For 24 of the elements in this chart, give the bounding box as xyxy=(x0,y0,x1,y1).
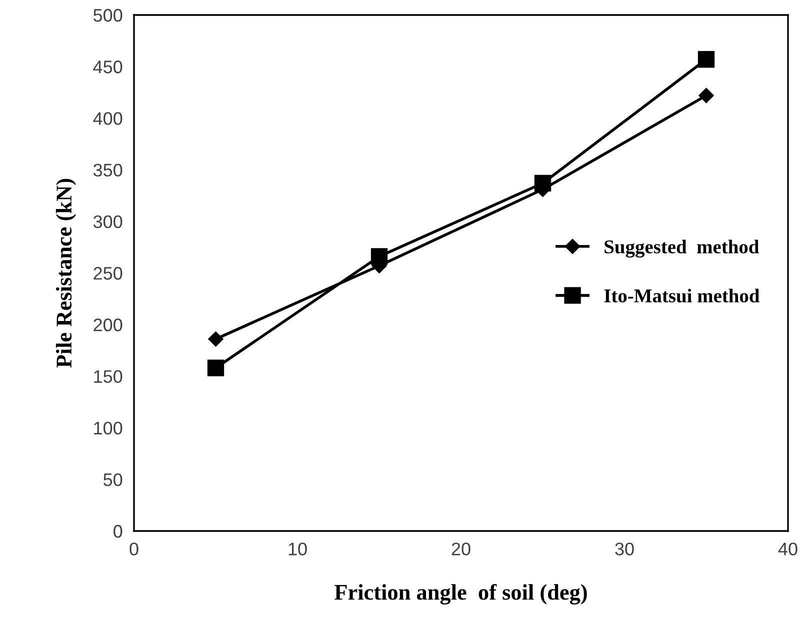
x-tick-label: 30 xyxy=(615,542,634,556)
point xyxy=(698,51,715,68)
x-tick-label: 20 xyxy=(452,542,470,556)
x-tick-label: 0 xyxy=(130,542,138,556)
y-tick-label: 500 xyxy=(93,8,122,22)
y-tick-label: 350 xyxy=(93,164,122,177)
y-tick-label: 400 xyxy=(93,112,122,125)
y-tick-label: 100 xyxy=(94,422,122,435)
x-tick-label: 40 xyxy=(778,542,798,556)
legend-label: Ito-Matsui method xyxy=(604,288,760,302)
y-tick-label: 200 xyxy=(94,318,122,332)
y-tick-label: 50 xyxy=(104,473,122,486)
x-axis-title: Friction angle of soil (deg) xyxy=(334,584,587,604)
point xyxy=(207,360,224,376)
legend-label: Suggested method xyxy=(604,240,759,258)
point xyxy=(208,331,224,347)
y-tick-label: 250 xyxy=(94,266,122,280)
y-tick-label: 150 xyxy=(94,370,122,383)
y-tick-label: 0 xyxy=(114,524,122,538)
y-tick-label: 450 xyxy=(93,60,122,74)
y-tick-label: 300 xyxy=(93,215,122,228)
x-tick-label: 10 xyxy=(288,542,307,556)
point xyxy=(698,88,714,104)
y-axis-title: Pile Resistance (kN) xyxy=(56,178,76,368)
